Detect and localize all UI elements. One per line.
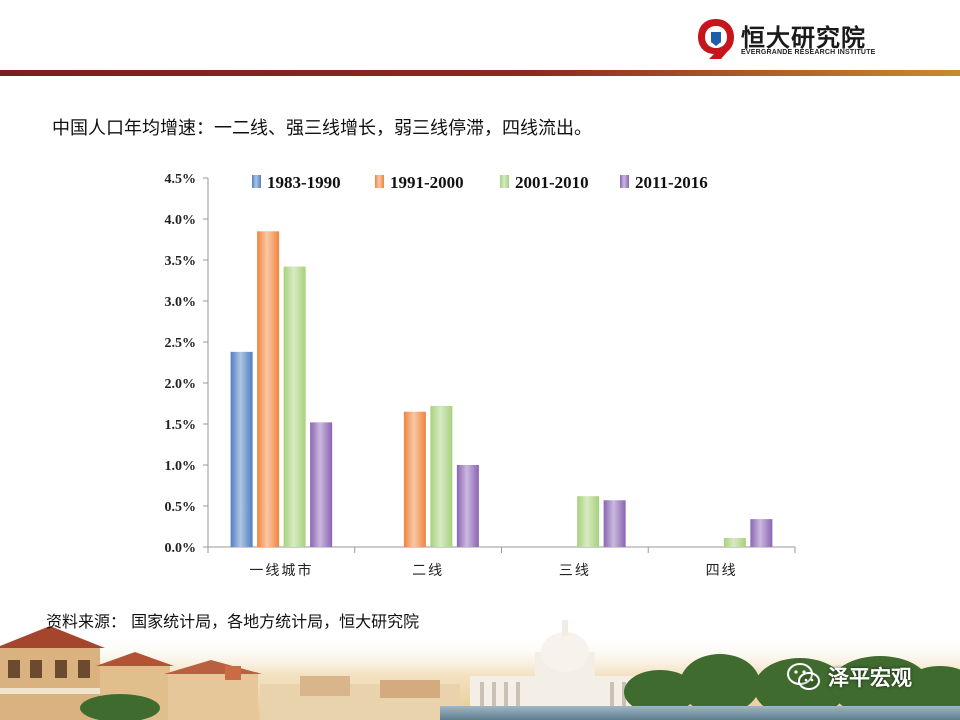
bar-chart: 0.0% 0.5% 1.0% 1.5% 2.0% 2.5% 3.0% 3.5% 4.0% 4.5%… (165, 172, 796, 579)
x-tick-label: 二线 (412, 563, 444, 579)
resort-illustration (260, 676, 460, 720)
y-tick-label: 1.0% (165, 459, 197, 474)
bar (603, 500, 626, 547)
bar (577, 496, 600, 547)
bar (310, 422, 333, 547)
bar (403, 411, 426, 547)
bar (723, 537, 746, 547)
y-tick-label: 1.5% (165, 418, 197, 433)
x-axis: 一线城市 二线 三线 四线 (207, 546, 796, 579)
footer-scenery (0, 620, 960, 720)
y-tick-label: 4.0% (165, 213, 197, 228)
x-tick-label: 四线 (706, 563, 738, 579)
x-tick-label: 三线 (559, 563, 591, 579)
y-tick-label: 4.5% (165, 172, 197, 187)
trees-illustration (80, 654, 960, 720)
legend-swatch (500, 175, 509, 188)
logo-name-en: EVERGRANDE RESEARCH INSTITUTE (741, 49, 876, 56)
wechat-icon (787, 663, 820, 690)
y-tick-label: 2.0% (165, 377, 197, 392)
bar (283, 266, 306, 547)
header-rule (0, 70, 960, 76)
y-axis: 0.0% 0.5% 1.0% 1.5% 2.0% 2.5% 3.0% 3.5% 4.0% 4.5% (165, 172, 209, 556)
y-tick-label: 0.0% (165, 541, 197, 556)
legend-label: 2001-2010 (515, 173, 589, 192)
logo: 恒大研究院 EVERGRANDE RESEARCH INSTITUTE (695, 16, 885, 62)
y-tick-label: 3.5% (165, 254, 197, 269)
y-tick-label: 0.5% (165, 500, 197, 515)
legend-swatch (620, 175, 629, 188)
x-tick-label: 一线城市 (249, 562, 313, 579)
legend-swatch (375, 175, 384, 188)
bar (230, 351, 253, 547)
legend: 1983-1990 1991-2000 2001-2010 2011-2016 (252, 173, 708, 192)
bars (230, 231, 773, 548)
bar (257, 231, 280, 548)
bar (456, 465, 479, 547)
y-tick-label: 3.0% (165, 295, 197, 310)
bar (750, 519, 773, 547)
legend-label: 1983-1990 (267, 173, 341, 192)
y-tick-label: 2.5% (165, 336, 197, 351)
watermark-text: 泽平宏观 (828, 666, 912, 690)
legend-label: 2011-2016 (635, 173, 708, 192)
watermark: 泽平宏观 (786, 659, 912, 695)
logo-emblem-icon (698, 19, 734, 59)
bar (430, 405, 453, 547)
legend-label: 1991-2000 (390, 173, 464, 192)
legend-swatch (252, 175, 261, 188)
logo-name-cn: 恒大研究院 (741, 24, 866, 52)
slide-title: 中国人口年均增速：一二线、强三线增长，弱三线停滞，四线流出。 (52, 118, 592, 139)
source-note: 资料来源： 国家统计局，各地方统计局，恒大研究院 (46, 612, 420, 631)
